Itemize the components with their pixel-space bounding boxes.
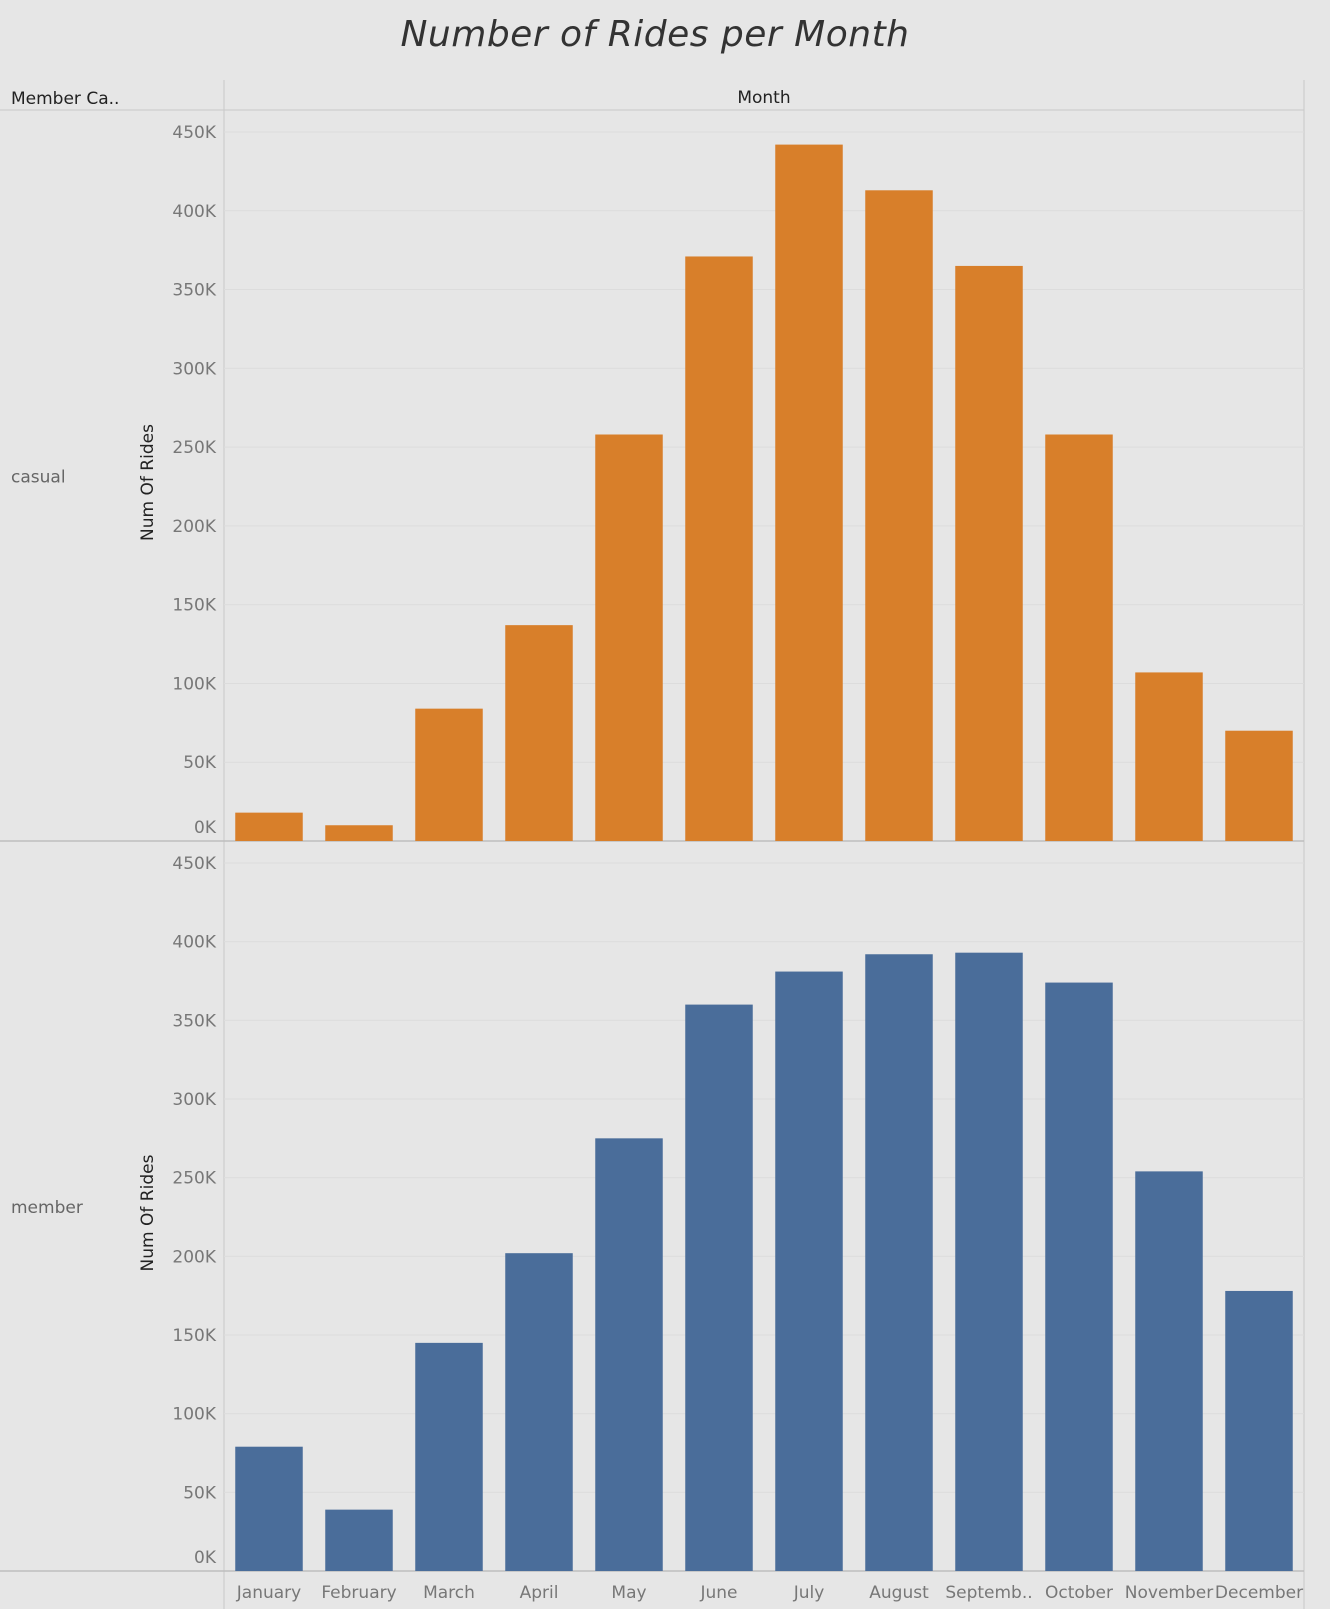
x-category-label: May — [611, 1583, 646, 1603]
chart-title: Number of Rides per Month — [400, 14, 910, 55]
y-tick-label: 200K — [172, 1247, 216, 1267]
bar-member-october[interactable] — [1045, 982, 1113, 1571]
y-tick-label: 0K — [194, 1548, 217, 1568]
bar-member-march[interactable] — [415, 1342, 483, 1571]
bar-casual-august[interactable] — [865, 190, 933, 842]
y-tick-label: 350K — [172, 281, 216, 301]
bar-casual-january[interactable] — [235, 812, 303, 841]
bar-member-february[interactable] — [325, 1509, 393, 1571]
bar-member-november[interactable] — [1135, 1171, 1203, 1571]
bar-casual-november[interactable] — [1135, 672, 1203, 841]
bar-casual-december[interactable] — [1225, 730, 1293, 841]
bar-member-septemb[interactable] — [955, 952, 1023, 1571]
x-category-label: January — [236, 1583, 301, 1603]
bar-member-january[interactable] — [235, 1446, 303, 1571]
column-header-label[interactable]: Month — [737, 88, 790, 108]
bar-casual-march[interactable] — [415, 708, 483, 841]
bar-casual-october[interactable] — [1045, 434, 1113, 841]
y-tick-label: 400K — [172, 202, 216, 222]
x-category-label: October — [1045, 1583, 1113, 1603]
y-tick-label: 250K — [172, 1169, 216, 1189]
bar-casual-june[interactable] — [685, 256, 753, 842]
y-tick-label: 300K — [172, 359, 216, 379]
x-category-label: December — [1215, 1583, 1303, 1603]
labels-layer: 0K 50K 100K 150K 200K 250K 300K 350K 400K 450K cas… — [11, 123, 1303, 1603]
bar-casual-may[interactable] — [595, 434, 663, 841]
y-tick-label: 450K — [172, 123, 216, 143]
bar-member-august[interactable] — [865, 954, 933, 1571]
row-label-member[interactable]: member — [11, 1198, 83, 1218]
bar-member-july[interactable] — [775, 971, 843, 1571]
y-tick-label: 300K — [172, 1090, 216, 1110]
y-tick-label: 150K — [172, 1326, 216, 1346]
y-tick-label: 250K — [172, 438, 216, 458]
row-header-label[interactable]: Member Ca.. — [11, 89, 119, 109]
grid-layer — [224, 131, 1304, 1493]
y-tick-label: 50K — [183, 1483, 217, 1503]
bars-layer — [235, 144, 1293, 1571]
x-category-label: March — [423, 1583, 475, 1603]
y-tick-label: 150K — [172, 596, 216, 616]
y-tick-label: 0K — [194, 818, 217, 838]
y-axis-title: Num Of Rides — [138, 1154, 158, 1271]
bar-member-june[interactable] — [685, 1004, 753, 1571]
y-tick-label: 450K — [172, 854, 216, 874]
x-category-label: November — [1125, 1583, 1213, 1603]
x-category-label: August — [869, 1583, 929, 1603]
bar-member-may[interactable] — [595, 1138, 663, 1571]
y-tick-label: 400K — [172, 933, 216, 953]
y-tick-label: 350K — [172, 1011, 216, 1031]
y-tick-label: 100K — [172, 674, 216, 694]
row-label-casual[interactable]: casual — [11, 468, 66, 488]
x-category-label: April — [520, 1583, 559, 1603]
y-axis-title: Num Of Rides — [138, 424, 158, 541]
bar-casual-july[interactable] — [775, 144, 843, 842]
x-category-label: February — [321, 1583, 396, 1603]
bar-member-april[interactable] — [505, 1253, 573, 1571]
y-tick-label: 100K — [172, 1405, 216, 1425]
bar-casual-february[interactable] — [325, 825, 393, 841]
y-tick-label: 200K — [172, 517, 216, 537]
x-category-label: June — [699, 1583, 737, 1603]
bar-casual-septemb[interactable] — [955, 265, 1023, 841]
bar-casual-april[interactable] — [505, 625, 573, 841]
y-tick-label: 50K — [183, 753, 217, 773]
x-category-label: July — [793, 1583, 825, 1603]
x-category-label: Septemb.. — [945, 1583, 1032, 1603]
bar-member-december[interactable] — [1225, 1290, 1293, 1571]
